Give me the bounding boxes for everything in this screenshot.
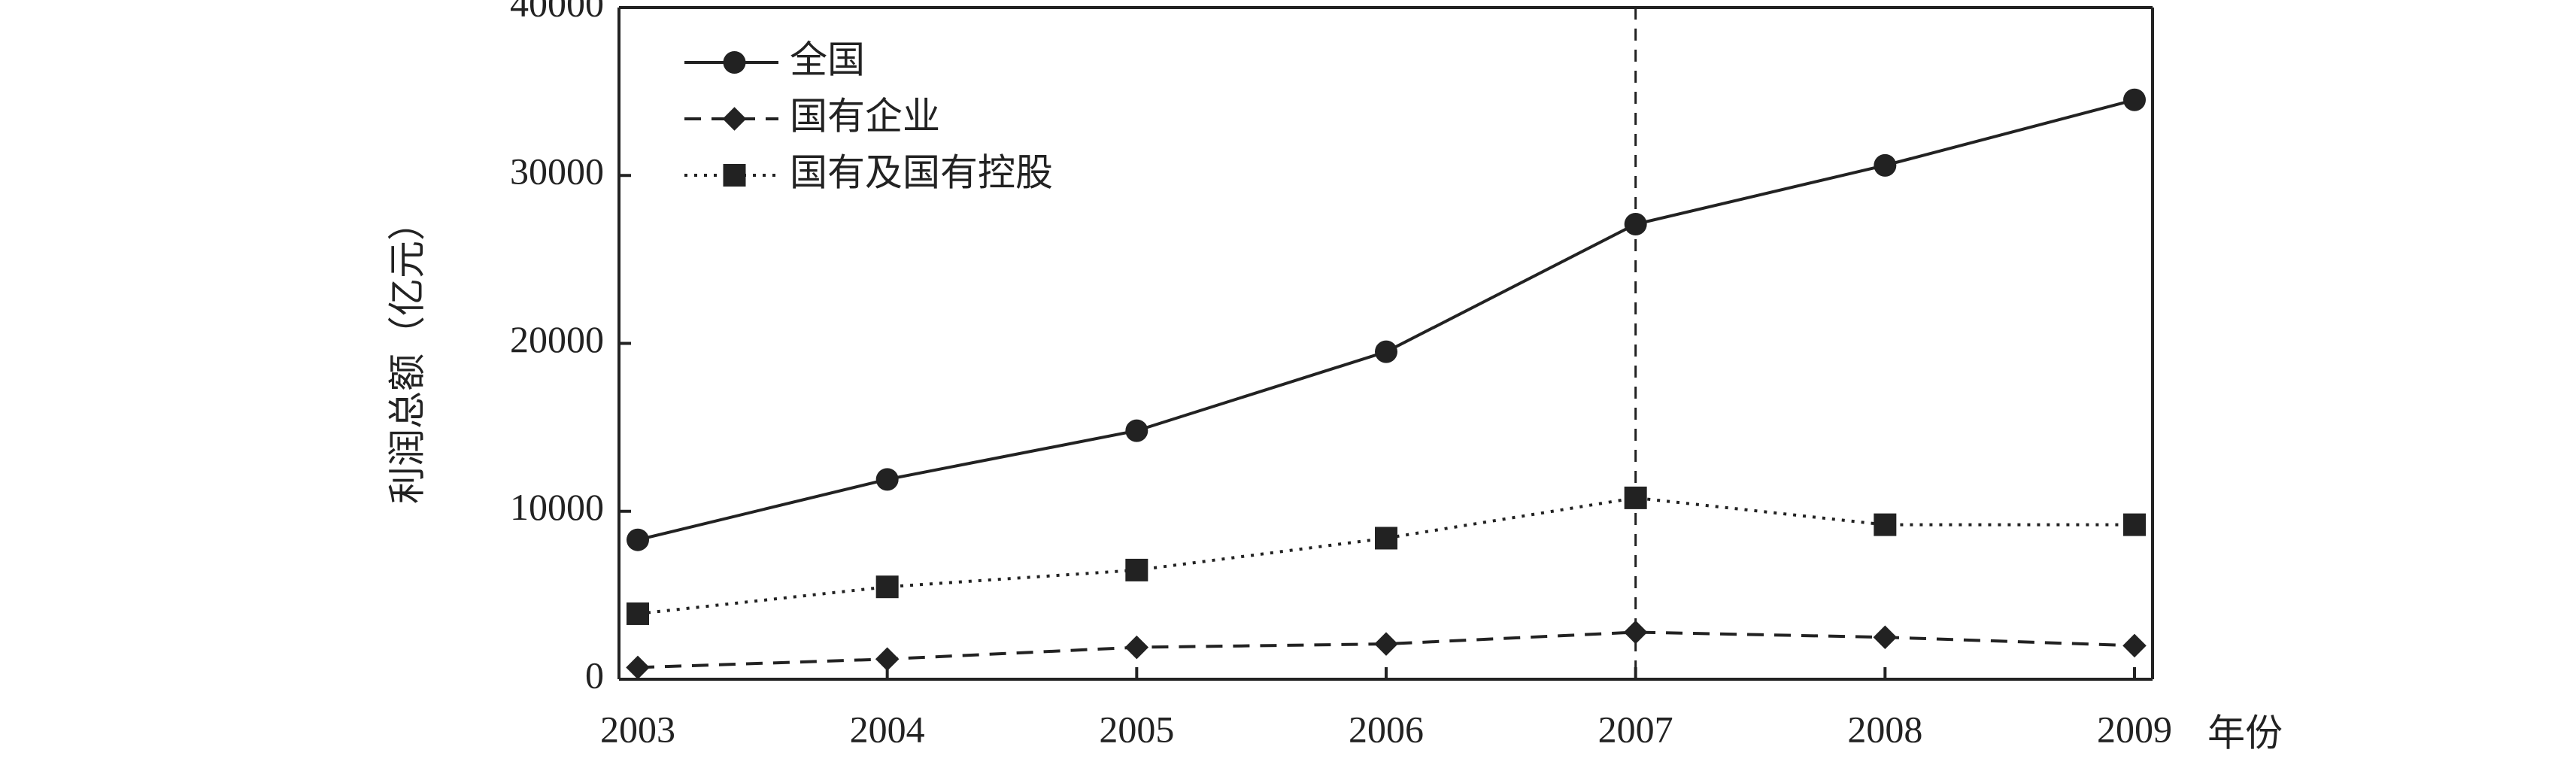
series-line-3 <box>637 496 2135 615</box>
legend-marker-2 <box>722 107 747 131</box>
y-tick-label: 0 <box>585 654 604 696</box>
series-3-point <box>1375 527 1397 550</box>
x-tick-label: 2008 <box>1847 708 1922 750</box>
series-2-point <box>626 655 650 680</box>
series-3-point <box>1874 513 1897 536</box>
legend-label-1: 全国 <box>790 38 865 82</box>
series-3-point <box>1624 486 1647 509</box>
y-axis-title: 利润总额（亿元） <box>386 203 429 504</box>
x-tick-label: 2005 <box>1099 708 1174 750</box>
series-1-point <box>627 528 649 551</box>
series-1-point <box>1375 340 1397 363</box>
series-2-point <box>1873 625 1898 649</box>
series-1-point <box>875 468 899 491</box>
series-2-point <box>1623 620 1648 645</box>
legend-label-3: 国有及国有控股 <box>790 151 1053 195</box>
series-1-point <box>1125 419 1148 442</box>
series-1-point <box>2123 88 2146 111</box>
series-3-point <box>2123 513 2146 536</box>
y-tick-label: 20000 <box>510 318 604 360</box>
series-2-point <box>875 647 900 671</box>
x-tick-label: 2009 <box>2097 708 2172 750</box>
x-tick-label: 2006 <box>1349 708 1424 750</box>
x-tick-label: 2004 <box>850 708 925 750</box>
legend-marker-1 <box>723 51 746 74</box>
series-1-point <box>1874 153 1897 177</box>
y-tick-label: 10000 <box>510 486 604 528</box>
series-3-point <box>627 602 649 625</box>
x-axis-title: 年份 <box>2207 712 2283 755</box>
axes: 0 10000 20000 30000 40000 2003 2004 2005 2006 200… <box>510 0 2172 750</box>
series-3-point <box>875 575 899 599</box>
x-tick-label: 2003 <box>600 708 675 750</box>
y-tick-label: 30000 <box>510 150 604 193</box>
series-2-point <box>1124 635 1149 660</box>
x-tick-label: 2007 <box>1598 708 1673 750</box>
series-2-point <box>1374 632 1398 656</box>
y-tick-label: 40000 <box>510 0 604 24</box>
series-3-point <box>1125 558 1148 581</box>
legend-marker-3 <box>723 164 746 187</box>
plot-area <box>626 8 2147 680</box>
legend-label-2: 国有企业 <box>790 95 940 138</box>
series-1-point <box>1624 212 1647 235</box>
series-2-point <box>2122 633 2147 658</box>
